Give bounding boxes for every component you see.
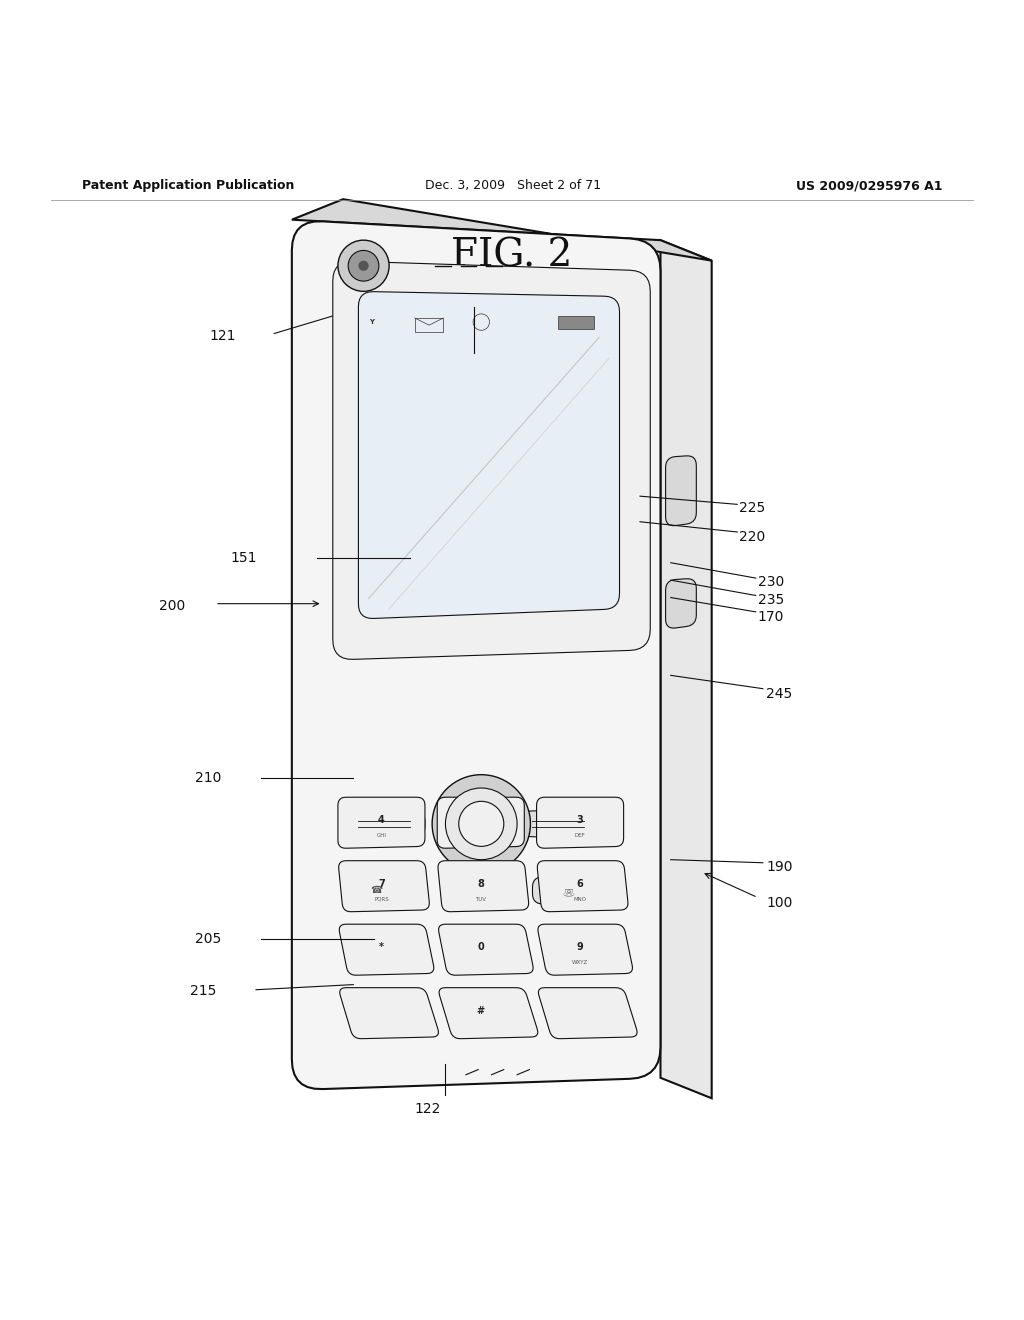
Polygon shape (358, 292, 620, 619)
Polygon shape (660, 240, 712, 1098)
Text: Dec. 3, 2009   Sheet 2 of 71: Dec. 3, 2009 Sheet 2 of 71 (425, 180, 601, 193)
Text: PQRS: PQRS (374, 896, 389, 902)
Text: 7: 7 (378, 879, 385, 888)
Text: 6: 6 (577, 879, 584, 888)
Text: 220: 220 (739, 531, 766, 544)
Text: 0: 0 (477, 942, 484, 952)
Polygon shape (343, 875, 415, 906)
Polygon shape (532, 875, 604, 906)
Text: US 2009/0295976 A1: US 2009/0295976 A1 (796, 180, 942, 193)
Polygon shape (666, 455, 696, 525)
Polygon shape (338, 797, 425, 849)
Polygon shape (537, 797, 624, 849)
Text: 205: 205 (195, 932, 221, 945)
Text: 121: 121 (210, 330, 237, 343)
Circle shape (445, 788, 517, 859)
Text: 230: 230 (758, 576, 784, 589)
Text: 210: 210 (195, 771, 221, 785)
Circle shape (338, 240, 389, 292)
Text: 170: 170 (758, 610, 784, 624)
Text: 122: 122 (415, 1102, 441, 1117)
Polygon shape (438, 861, 528, 912)
Text: 5: 5 (477, 816, 484, 825)
Text: ☏: ☏ (562, 886, 574, 895)
Polygon shape (340, 987, 438, 1039)
Text: 9: 9 (577, 942, 584, 952)
Circle shape (432, 775, 530, 873)
Text: 4: 4 (378, 816, 385, 825)
Text: JKL: JKL (477, 833, 484, 838)
Polygon shape (292, 222, 660, 1089)
Polygon shape (439, 987, 538, 1039)
Polygon shape (666, 578, 696, 628)
Text: Patent Application Publication: Patent Application Publication (82, 180, 294, 193)
Polygon shape (292, 199, 712, 260)
Text: 225: 225 (739, 502, 766, 515)
Circle shape (358, 260, 369, 271)
Polygon shape (538, 861, 628, 912)
Text: TUV: TUV (475, 896, 486, 902)
Text: ☎: ☎ (371, 886, 383, 895)
Text: 190: 190 (766, 859, 793, 874)
Polygon shape (339, 924, 434, 975)
Text: 215: 215 (190, 983, 217, 998)
Text: MNO: MNO (573, 896, 587, 902)
Text: 152: 152 (442, 356, 469, 370)
Polygon shape (438, 924, 534, 975)
Polygon shape (538, 924, 633, 975)
Text: FIG. 2: FIG. 2 (452, 238, 572, 275)
Polygon shape (437, 797, 524, 849)
Text: Y: Y (369, 319, 374, 325)
Polygon shape (343, 809, 425, 838)
Text: #: # (477, 1006, 484, 1015)
Text: *: * (379, 942, 384, 952)
Text: 200: 200 (159, 599, 185, 612)
Text: 245: 245 (766, 686, 793, 701)
Text: 100: 100 (766, 896, 793, 909)
Text: WXYZ: WXYZ (572, 960, 588, 965)
Circle shape (348, 251, 379, 281)
Polygon shape (517, 809, 599, 838)
Polygon shape (339, 861, 429, 912)
Text: 235: 235 (758, 593, 784, 607)
Text: GHI: GHI (377, 833, 386, 838)
Text: 151: 151 (230, 550, 257, 565)
Text: 3: 3 (577, 816, 584, 825)
Polygon shape (539, 987, 637, 1039)
Bar (558, 315, 594, 329)
Text: 8: 8 (477, 879, 484, 888)
Text: DEF: DEF (574, 833, 586, 838)
Circle shape (459, 801, 504, 846)
Polygon shape (333, 261, 650, 659)
